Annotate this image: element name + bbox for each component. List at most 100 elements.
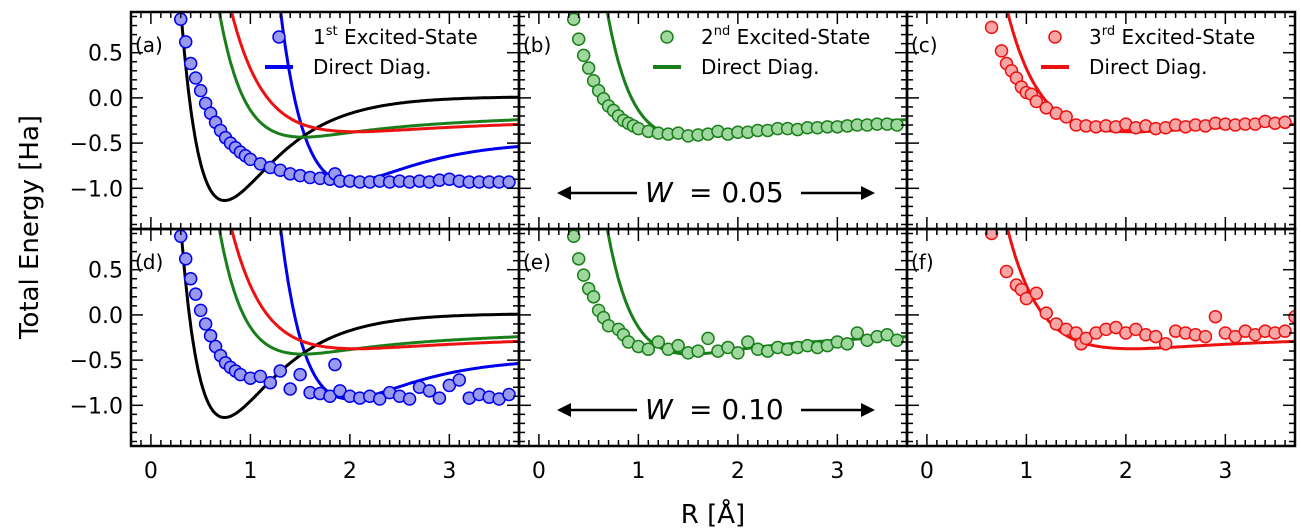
data-point <box>193 83 208 98</box>
panel-b: (b) 2nd Excited-State Direct Diag. W = 0.05 <box>517 10 909 231</box>
data-point <box>283 382 297 396</box>
y-tick-label: 0.0 <box>88 87 123 112</box>
data-point <box>571 252 586 266</box>
plot-area <box>566 12 907 143</box>
data-point <box>840 337 855 351</box>
data-point <box>1148 329 1163 344</box>
data-point <box>641 342 656 357</box>
w-symbol: W <box>645 176 674 209</box>
data-point <box>890 333 904 347</box>
plot-area <box>566 229 907 360</box>
data-point <box>984 229 999 241</box>
data-point <box>651 335 666 349</box>
panel-e: 0 1 2 3 (e) W = 0.10 <box>517 227 909 484</box>
plot-area <box>173 229 519 419</box>
y-tick-label: −0.5 <box>70 349 123 374</box>
series-line-black <box>179 229 519 419</box>
x-tick-label: 0 <box>532 459 546 484</box>
data-point <box>253 369 268 384</box>
data-point <box>193 303 208 318</box>
legend-label-excited: 2nd Excited-State <box>701 24 870 49</box>
y-tick-label: −1.0 <box>70 177 123 202</box>
panel-label: (e) <box>523 250 551 274</box>
data-point <box>850 326 865 340</box>
data-point <box>198 317 213 331</box>
y-tick-label: −1.0 <box>70 394 123 419</box>
data-point <box>581 61 596 75</box>
y-tick-label: 0.0 <box>88 304 123 329</box>
data-point <box>422 384 437 398</box>
x-tick-label: 1 <box>631 459 645 484</box>
legend-label-direct: Direct Diag. <box>1089 55 1208 79</box>
plot-area <box>984 229 1295 351</box>
x-tick-label: 1 <box>1019 459 1033 484</box>
data-point <box>1029 94 1044 109</box>
x-tick-label: 3 <box>830 459 844 484</box>
data-point <box>1278 115 1292 130</box>
legend-label-direct: Direct Diag. <box>313 55 432 79</box>
arrow-left-head <box>557 186 571 200</box>
panel-frame <box>905 227 1297 448</box>
plot-area <box>984 12 1295 136</box>
x-tick-label: 2 <box>1119 459 1133 484</box>
legend-label-direct: Direct Diag. <box>701 55 820 79</box>
data-point <box>1288 309 1295 324</box>
data-point <box>178 35 193 49</box>
data-point <box>566 229 581 243</box>
data-point <box>372 392 387 406</box>
data-point <box>741 335 755 349</box>
data-point <box>402 392 417 406</box>
series-line-red <box>230 229 519 351</box>
data-point <box>502 175 516 189</box>
x-tick-label: 3 <box>1218 459 1232 484</box>
panel-label: (b) <box>523 33 551 57</box>
x-tick-label: 3 <box>442 459 456 484</box>
data-point <box>576 48 591 63</box>
arrow-right-head <box>861 186 875 200</box>
x-tick-label: 2 <box>343 459 357 484</box>
data-point <box>1059 110 1073 124</box>
series-line-blue <box>279 12 519 184</box>
legend-marker <box>660 30 674 44</box>
y-tick-label: 0.5 <box>88 42 123 67</box>
legend-label-excited: 1st Excited-State <box>313 24 478 49</box>
data-point <box>188 287 203 301</box>
panel-label: (f) <box>911 250 934 274</box>
y-axis-title: Total Energy [Ha] <box>15 115 45 340</box>
panel-label: (d) <box>135 250 163 274</box>
x-tick-label: 1 <box>243 459 257 484</box>
x-tick-label: 2 <box>731 459 745 484</box>
data-point <box>263 375 278 390</box>
arrow-left-head <box>557 403 571 417</box>
w-symbol: W <box>645 393 674 426</box>
data-point <box>1029 286 1044 300</box>
w-value: = 0.10 <box>689 393 784 426</box>
panel-label: (c) <box>911 33 938 57</box>
data-point <box>1278 324 1292 338</box>
w-value: = 0.05 <box>689 176 784 209</box>
data-point <box>691 344 705 358</box>
series-line-green <box>217 229 519 356</box>
series-line-black <box>179 12 519 202</box>
x-axis-title: R [Å] <box>681 498 745 530</box>
panel-label: (a) <box>135 33 163 57</box>
data-point <box>183 271 198 286</box>
data-point <box>984 20 999 35</box>
data-point <box>566 12 581 26</box>
data-point <box>701 331 715 346</box>
series-line-green <box>217 12 519 139</box>
x-tick-label: 0 <box>920 459 934 484</box>
data-point <box>452 373 467 387</box>
data-point <box>328 357 342 372</box>
data-point <box>183 56 198 71</box>
data-point <box>1158 337 1173 351</box>
legend-marker <box>1048 30 1062 44</box>
data-point <box>576 268 591 282</box>
panel-d: 0.5 0.0 −0.5 −1.0 0 1 2 3 (d) <box>70 227 521 484</box>
panel-f: 0 1 2 3 (f) <box>905 227 1297 484</box>
panel-c: (c) 3rd Excited-State Direct Diag. <box>905 10 1297 231</box>
data-point <box>203 328 218 343</box>
plot-area <box>173 12 519 202</box>
data-point <box>188 71 203 85</box>
data-point <box>293 367 307 382</box>
